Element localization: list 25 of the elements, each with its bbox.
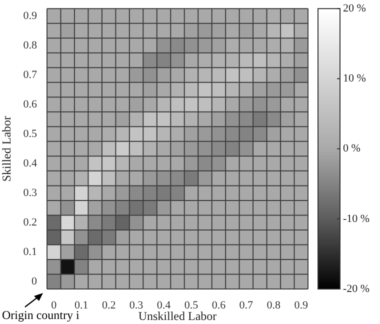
x-tick-label: 0.7 bbox=[239, 299, 254, 312]
y-axis-title: Skilled Labor bbox=[0, 116, 14, 182]
x-tick-label: 0.2 bbox=[102, 299, 116, 312]
y-tick-label: 0.2 bbox=[23, 216, 37, 228]
x-tick-label: 0.6 bbox=[212, 299, 226, 312]
y-tick-label: 0.3 bbox=[23, 186, 38, 199]
y-tick-label: 0.8 bbox=[23, 39, 38, 52]
y-tick-label: 0 bbox=[32, 276, 38, 288]
x-tick-label: 0.4 bbox=[156, 299, 172, 312]
y-tick-label: 0.7 bbox=[23, 68, 38, 81]
color-bar-label: 10 % bbox=[343, 72, 366, 85]
color-bar-label: -10 % bbox=[343, 212, 370, 225]
color-bar-label: 20 % bbox=[343, 2, 366, 14]
y-tick-label: 0.4 bbox=[23, 157, 38, 170]
x-tick-label: 0.9 bbox=[294, 299, 309, 312]
color-bar-label: 0 % bbox=[343, 142, 360, 155]
y-tick-label: 0.6 bbox=[23, 98, 38, 110]
x-axis-title: Unskilled Labor bbox=[138, 308, 217, 323]
y-tick-label: 0.9 bbox=[23, 10, 38, 22]
x-tick-label: 0.5 bbox=[184, 299, 199, 312]
y-tick-label: 0.1 bbox=[23, 246, 37, 258]
x-tick-label: 0.3 bbox=[129, 299, 144, 312]
y-tick-label: 0.5 bbox=[23, 128, 38, 140]
x-tick-label: 0.8 bbox=[266, 299, 282, 312]
color-bar-label: -20 % bbox=[343, 282, 370, 295]
